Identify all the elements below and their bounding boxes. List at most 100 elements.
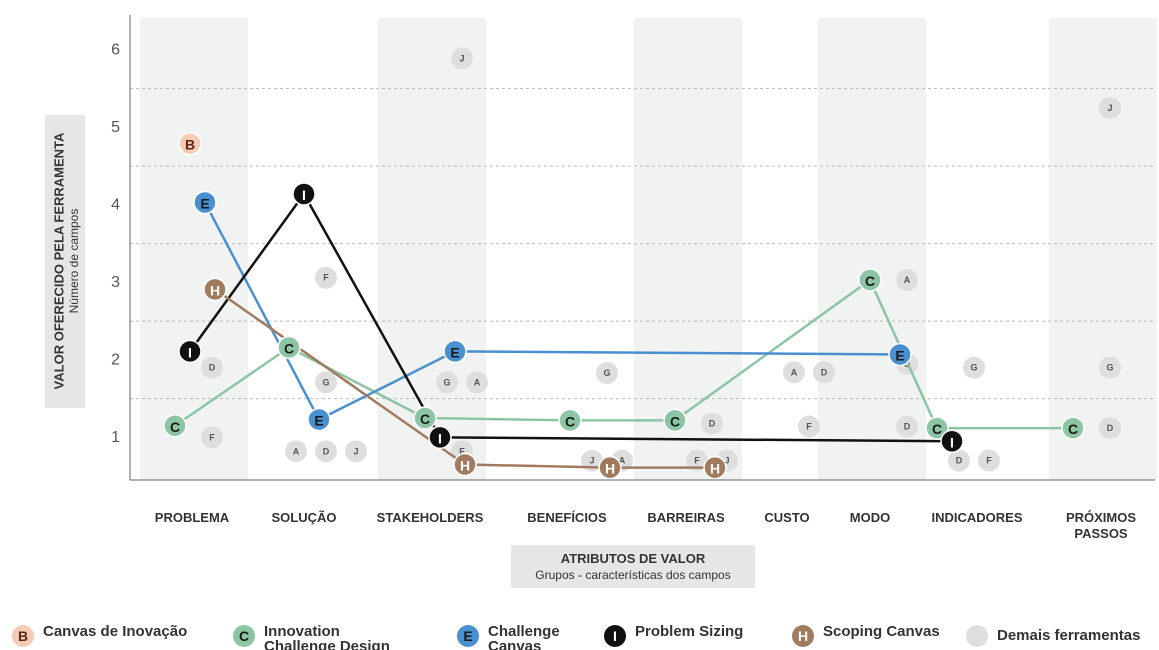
legend-item: E Challenge Canvas xyxy=(457,622,560,650)
other-tool-label: J xyxy=(353,446,358,456)
other-tool-marker xyxy=(345,440,367,463)
other-tool-label: D xyxy=(709,418,716,428)
legend-marker: B xyxy=(12,625,34,647)
series-letter: C xyxy=(865,273,875,289)
series-letter: C xyxy=(420,411,430,427)
other-tool-label: F xyxy=(806,422,812,432)
series-marker xyxy=(193,190,217,215)
other-tool-marker xyxy=(948,449,970,472)
other-tool-marker xyxy=(1099,97,1121,119)
other-tool-marker xyxy=(1099,417,1121,440)
legend-label: Challenge Canvas xyxy=(488,623,560,650)
series-marker xyxy=(598,455,622,480)
series-marker xyxy=(203,277,227,302)
series-marker xyxy=(307,407,331,432)
series-letter: C xyxy=(565,413,575,429)
x-tick-label: CUSTO xyxy=(764,510,810,525)
series-marker xyxy=(178,131,202,156)
column-band xyxy=(634,18,742,480)
other-tool-marker xyxy=(315,440,337,463)
series-letter: H xyxy=(210,282,220,298)
legend-item: Demais ferramentas xyxy=(966,622,1156,647)
series-marker xyxy=(858,268,882,292)
other-tool-label: F xyxy=(986,456,992,466)
other-tool-marker xyxy=(978,449,1000,472)
other-tool-label: G xyxy=(1106,363,1113,373)
y-tick-label: 1 xyxy=(111,429,120,446)
other-tool-label: G xyxy=(443,377,450,387)
series-marker xyxy=(940,429,964,453)
series-letter: H xyxy=(710,461,720,477)
series-letter: C xyxy=(932,421,942,437)
other-tool-marker xyxy=(466,371,488,394)
series-line xyxy=(302,193,442,438)
legend-label: Innovation Challenge Design Canvas xyxy=(264,623,390,650)
series-letter: I xyxy=(950,434,954,450)
other-tool-label: F xyxy=(459,446,465,456)
series-marker xyxy=(703,455,727,480)
series-letter: C xyxy=(670,413,680,429)
other-tool-label: G xyxy=(970,363,977,373)
x-tick-label: STAKEHOLDERS xyxy=(376,510,484,525)
other-tool-label: J xyxy=(1107,103,1112,113)
legend-marker: I xyxy=(604,625,626,647)
legend-label: Problem Sizing xyxy=(635,623,744,640)
other-tool-marker xyxy=(285,440,307,463)
y-title-box xyxy=(45,115,85,408)
series-line xyxy=(454,350,901,356)
other-tool-label: A xyxy=(293,446,300,456)
y-tick-label: 5 xyxy=(111,119,120,136)
x-tick-label: PROBLEMA xyxy=(154,510,230,525)
other-tool-marker xyxy=(896,415,918,438)
x-tick-label: PRÓXIMOS PASSOS xyxy=(1065,510,1137,541)
series-line xyxy=(214,288,466,466)
other-tool-marker xyxy=(315,266,337,289)
y-tick-label: 4 xyxy=(111,196,120,213)
y-tick-label: 2 xyxy=(111,351,120,368)
series-marker xyxy=(1061,416,1085,440)
legend-label: Demais ferramentas xyxy=(997,627,1141,644)
series-marker xyxy=(453,452,477,477)
series-marker xyxy=(413,406,437,430)
y-axis-subtitle: Número de campos xyxy=(67,209,81,314)
other-tool-marker xyxy=(436,371,458,394)
series-letter: H xyxy=(605,461,615,477)
other-tool-label: D xyxy=(956,456,963,466)
other-tool-marker xyxy=(896,269,918,292)
legend-item: C Innovation Challenge Design Canvas xyxy=(233,622,413,650)
series-line xyxy=(203,201,321,421)
series-letter: E xyxy=(314,413,323,429)
series-line xyxy=(439,436,953,443)
series-marker xyxy=(277,335,301,360)
y-tick-label: 6 xyxy=(111,41,120,58)
other-tool-label: D xyxy=(821,367,828,377)
other-tool-marker xyxy=(201,356,223,379)
series-letter: B xyxy=(185,137,195,153)
series-letter: C xyxy=(1068,421,1078,437)
y-axis-title: VALOR OFERECIDO PELA FERRAMENTA xyxy=(52,132,67,389)
other-tool-label: F xyxy=(323,273,329,283)
legend-marker: H xyxy=(792,625,814,647)
other-tool-marker xyxy=(596,362,618,385)
y-tick-label: 3 xyxy=(111,274,120,291)
x-axis-subtitle: Grupos - características dos campos xyxy=(535,568,731,582)
other-tool-marker xyxy=(201,426,223,449)
column-band xyxy=(1049,18,1157,480)
series-marker xyxy=(558,408,582,433)
series-letter: I xyxy=(302,187,306,203)
series-letter: H xyxy=(460,458,470,474)
series-letter: C xyxy=(170,419,180,435)
series-line xyxy=(424,416,571,422)
series-line xyxy=(174,346,290,427)
other-tool-label: A xyxy=(474,377,481,387)
other-tool-label: A xyxy=(619,456,626,466)
series-letter: C xyxy=(284,340,294,356)
x-tick-label: INDICADORES xyxy=(931,510,1023,525)
other-tool-marker xyxy=(701,412,723,435)
legend-label: Canvas de Inovação xyxy=(43,623,188,640)
legend-marker xyxy=(966,625,988,647)
legend-item: B Canvas de Inovação xyxy=(12,622,192,647)
other-tool-label: J xyxy=(724,456,729,466)
other-tool-label: A xyxy=(904,275,911,285)
